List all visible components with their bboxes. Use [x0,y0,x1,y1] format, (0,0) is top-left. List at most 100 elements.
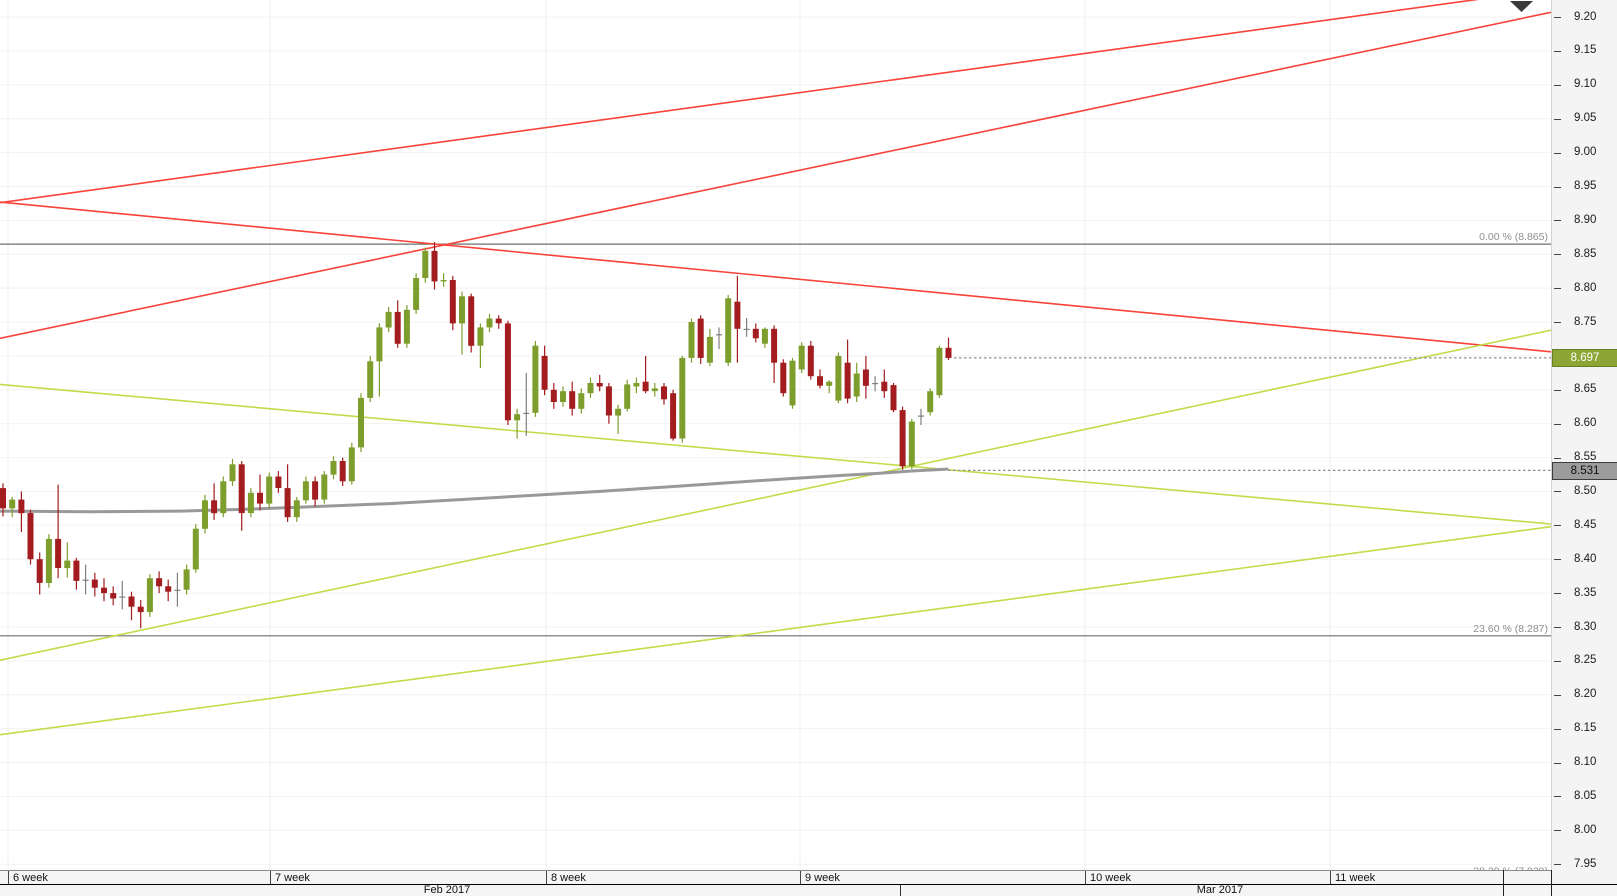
price-axis[interactable]: 9.20 9.15 9.10 9.05 9.00 8.95 8.90 8.85 8.80 8.75… [1551,0,1617,884]
candle-body [229,464,236,482]
candle [128,591,135,621]
candle [918,408,924,425]
candle [312,476,319,507]
price-axis-label: 8.75 [1574,315,1597,328]
week-tick [1330,871,1331,885]
week-label: 8 week [551,872,586,884]
candle-body [927,391,934,413]
candle-body [945,347,952,358]
time-axis-weeks[interactable]: 6 week 7 week 8 week 9 week 10 week 11 week [0,870,1551,885]
candle-body [91,579,98,588]
candle [624,379,631,412]
trend-line-red-fan-upper [0,0,1480,204]
candle [266,472,273,509]
week-tick [1085,871,1086,885]
candle [45,534,52,588]
time-axis-months[interactable]: Feb 2017 Mar 2017 [0,884,1617,896]
fib-level-label: 0.00 % (8.865) [1479,231,1548,243]
candle-body [293,500,300,518]
candle [413,273,420,314]
candle [569,381,576,416]
candle-body [725,298,732,363]
candlestick-chart-plot[interactable]: 0.00 % (8.865) 23.60 % (8.287) 38.20 % (7.… [0,0,1551,870]
price-axis-tick [1554,17,1561,19]
candle [706,328,713,367]
candle [596,374,603,392]
candle [844,339,851,404]
candle [238,461,245,531]
candle [110,586,117,606]
week-label: 9 week [805,872,840,884]
candle [82,564,89,595]
candle-body [624,384,631,409]
price-axis-tick [1554,389,1561,391]
candle [752,323,759,343]
candle [137,599,144,629]
candle [560,386,566,407]
candle-body [908,421,915,467]
candle [725,294,732,367]
candle-body [890,385,897,411]
candle-body [192,528,199,570]
candle-body [550,389,557,402]
price-axis-tick [1554,627,1561,628]
price-axis-tick [1554,762,1561,764]
price-axis-tick [1554,118,1561,120]
price-axis-label: 8.30 [1574,620,1597,633]
axis-boundary-tick [1503,870,1504,896]
candle [64,542,71,578]
candle [220,476,227,518]
candle [743,318,750,337]
price-axis-tick [1554,593,1561,595]
price-axis-label: 7.95 [1574,857,1597,870]
candle-body [798,345,805,370]
candle [578,388,585,414]
price-axis-tick [1554,50,1561,52]
candle-body [486,318,493,328]
price-axis-label: 8.80 [1574,281,1597,294]
candle [468,293,475,353]
candle-body [64,560,71,569]
price-axis-label: 8.95 [1574,180,1597,192]
price-axis-label: 8.90 [1574,213,1597,226]
candle-body [330,461,337,475]
candle [321,471,328,504]
candle-body [835,355,842,401]
candle [780,359,787,397]
candle-body [651,388,658,392]
candle-body [697,318,704,358]
candle [642,355,649,394]
candle-body [881,381,888,392]
axis-boundary-tick [1551,870,1552,896]
candle [459,291,465,355]
candle-body [367,361,374,398]
candle-body [18,499,25,514]
ma-price-badge: 8.531 [1552,461,1617,480]
candle [881,369,888,398]
price-axis-label: 8.50 [1574,484,1597,497]
candle [771,325,778,383]
week-label: 10 week [1090,872,1131,884]
price-axis-label: 8.40 [1574,552,1597,565]
fib-level-label: 23.60 % (8.287) [1473,623,1548,635]
candle [890,383,897,413]
candle [688,318,695,363]
price-axis-tick [1554,254,1561,256]
price-axis-label: 8.25 [1574,654,1597,667]
candle [651,383,658,397]
candle-body [27,513,34,560]
candle [293,496,300,522]
candle-body [569,391,576,409]
candle-body [743,328,750,330]
candle-body [661,386,667,400]
price-axis-tick [1554,288,1561,290]
candle [550,383,557,409]
candle-body [734,301,741,329]
candle [587,377,594,398]
candle-body [862,369,869,386]
candle [394,300,401,348]
candle-body [706,336,713,363]
candle-body [119,596,126,598]
candle [495,315,502,329]
week-tick [8,871,9,885]
